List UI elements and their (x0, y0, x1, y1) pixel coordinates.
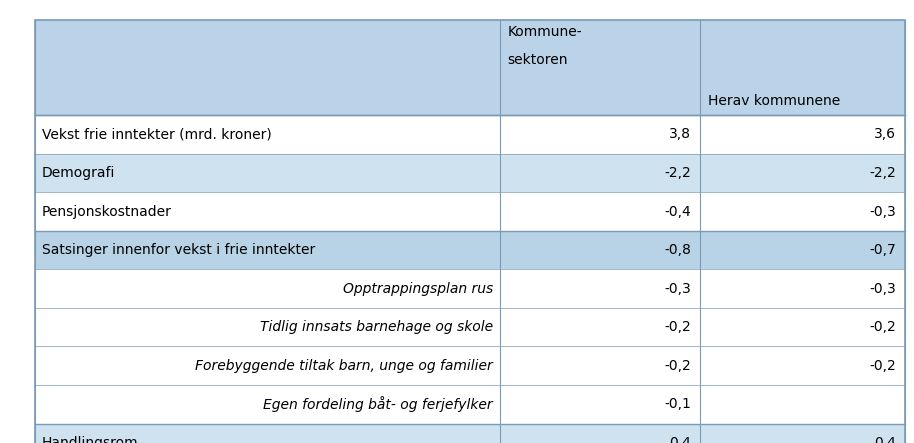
Text: -0,2: -0,2 (869, 320, 896, 334)
Bar (35, 269, 905, 308)
Bar (35, 424, 905, 443)
Text: Kommune-: Kommune- (507, 25, 582, 39)
Text: Handlingsrom: Handlingsrom (42, 436, 139, 443)
Text: 0,4: 0,4 (669, 436, 691, 443)
Text: -0,2: -0,2 (664, 359, 691, 373)
Text: -0,4: -0,4 (664, 205, 691, 218)
Text: -0,2: -0,2 (664, 320, 691, 334)
Bar (35, 192, 905, 231)
Text: sektoren: sektoren (507, 54, 569, 67)
Text: -2,2: -2,2 (664, 166, 691, 180)
Text: Tidlig innsats barnehage og skole: Tidlig innsats barnehage og skole (260, 320, 493, 334)
Text: -0,7: -0,7 (869, 243, 896, 257)
Text: -0,3: -0,3 (869, 205, 896, 218)
Text: -2,2: -2,2 (869, 166, 896, 180)
Bar (35, 308, 905, 346)
Text: 3,6: 3,6 (874, 128, 896, 141)
Text: 0,4: 0,4 (874, 436, 896, 443)
Text: Vekst frie inntekter (mrd. kroner): Vekst frie inntekter (mrd. kroner) (42, 128, 271, 141)
Bar (35, 154, 905, 192)
Text: Opptrappingsplan rus: Opptrappingsplan rus (343, 282, 493, 295)
Text: Herav kommunene: Herav kommunene (707, 93, 840, 108)
Bar (35, 346, 905, 385)
Bar (35, 231, 905, 269)
Bar (35, 385, 905, 424)
Text: Egen fordeling båt- og ferjefylker: Egen fordeling båt- og ferjefylker (263, 396, 493, 412)
Text: -0,2: -0,2 (869, 359, 896, 373)
Bar (35, 20, 905, 115)
Text: -0,8: -0,8 (664, 243, 691, 257)
Text: -0,3: -0,3 (664, 282, 691, 295)
Text: -0,3: -0,3 (869, 282, 896, 295)
Text: Demografi: Demografi (42, 166, 115, 180)
Text: 3,8: 3,8 (669, 128, 691, 141)
Bar (35, 115, 905, 154)
Text: -0,1: -0,1 (664, 397, 691, 411)
Text: Pensjonskostnader: Pensjonskostnader (42, 205, 172, 218)
Text: Forebyggende tiltak barn, unge og familier: Forebyggende tiltak barn, unge og famili… (196, 359, 493, 373)
Text: Satsinger innenfor vekst i frie inntekter: Satsinger innenfor vekst i frie inntekte… (42, 243, 315, 257)
